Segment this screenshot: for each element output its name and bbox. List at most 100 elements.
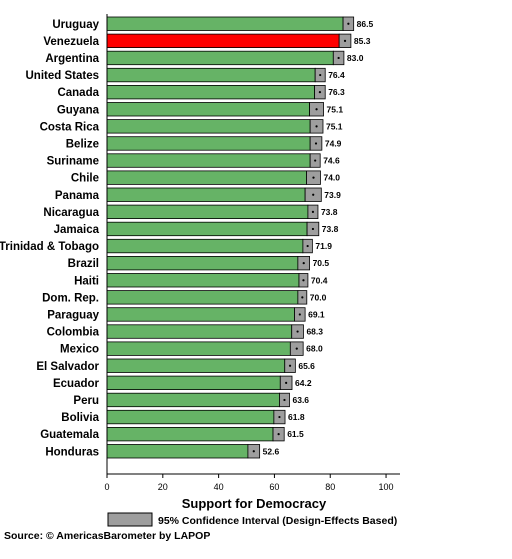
- estimate-point: [295, 347, 298, 350]
- value-label: 63.6: [292, 395, 309, 405]
- estimate-point: [312, 193, 315, 196]
- category-label: Peru: [73, 395, 99, 407]
- category-label: Chile: [71, 173, 99, 185]
- bar-el-salvador: [106, 358, 286, 373]
- estimate-point: [315, 125, 318, 128]
- estimate-point: [319, 73, 322, 77]
- category-label: Guatemala: [40, 429, 99, 441]
- value-label: 85.3: [354, 36, 371, 46]
- category-label: Costa Rica: [40, 121, 100, 133]
- bar-ecuador: [106, 375, 281, 391]
- bar-peru: [106, 392, 280, 408]
- value-label: 73.8: [322, 224, 339, 234]
- estimate-point: [298, 313, 301, 316]
- bar-nicaragua: [106, 204, 309, 220]
- value-label: 74.0: [323, 173, 340, 183]
- value-label: 68.3: [306, 327, 323, 337]
- x-tick-label: 80: [325, 482, 335, 492]
- bar-paraguay: [106, 307, 295, 322]
- category-label: Brazil: [68, 258, 99, 270]
- value-label: 70.5: [313, 258, 330, 268]
- bar-canada: [106, 85, 316, 100]
- x-tick-label: 20: [158, 482, 168, 492]
- estimate-point: [337, 56, 340, 60]
- estimate-point: [252, 450, 255, 453]
- legend: 95% Confidence Interval (Design-Effects …: [107, 512, 397, 527]
- value-label: 74.6: [323, 156, 340, 166]
- category-label: Trinidad & Tobago: [0, 241, 99, 253]
- bar-suriname: [106, 153, 311, 168]
- value-label: 73.9: [324, 190, 341, 200]
- estimate-point: [311, 210, 315, 213]
- category-label: Belize: [66, 138, 99, 150]
- value-label: 61.5: [287, 429, 304, 439]
- bar-guyana: [106, 102, 310, 117]
- bar-mexico: [106, 341, 291, 356]
- category-label: Nicaragua: [43, 207, 99, 219]
- estimate-point: [318, 91, 322, 94]
- legend-ci-swatch: [107, 512, 153, 527]
- value-label: 70.4: [311, 275, 328, 285]
- bar-guatemala: [106, 426, 274, 442]
- estimate-point: [315, 108, 318, 111]
- value-label: 75.1: [326, 121, 343, 131]
- estimate-point: [285, 381, 288, 384]
- bar-haiti: [106, 273, 300, 288]
- value-label: 74.9: [325, 138, 342, 148]
- estimate-point: [302, 262, 305, 265]
- bar-belize: [106, 136, 311, 151]
- x-tick-label: 100: [379, 482, 394, 492]
- value-label: 70.0: [310, 292, 327, 302]
- estimate-point: [347, 22, 350, 25]
- value-label: 73.8: [321, 207, 338, 217]
- category-label: Colombia: [47, 327, 100, 339]
- category-label: Venezuela: [43, 36, 99, 48]
- estimate-point: [296, 330, 299, 333]
- estimate-point: [314, 142, 318, 145]
- bar-jamaica: [106, 221, 308, 237]
- x-axis: 0 20 40 60 80 100: [104, 14, 400, 492]
- bar-argentina: [106, 50, 334, 66]
- estimate-point: [277, 433, 280, 436]
- category-label: Uruguay: [52, 19, 99, 31]
- category-label: United States: [26, 70, 100, 82]
- value-label: 75.1: [327, 104, 344, 114]
- category-label: Suriname: [47, 156, 99, 168]
- x-axis-title: Support for Democracy: [182, 496, 327, 511]
- estimate-point: [312, 176, 315, 179]
- value-label: 68.0: [306, 344, 323, 354]
- bar-costa-rica: [106, 119, 311, 134]
- value-label: 83.0: [347, 53, 364, 63]
- estimate-point: [302, 279, 305, 282]
- value-label: 69.1: [308, 309, 325, 319]
- source-note: Source: © AmericasBarometer by LAPOP: [4, 530, 210, 542]
- value-label: 61.8: [288, 412, 305, 422]
- estimate-point: [343, 39, 347, 42]
- estimate-point: [278, 415, 281, 419]
- category-label: Haiti: [74, 275, 99, 287]
- value-label: 76.4: [328, 70, 345, 80]
- category-label: Guyana: [57, 104, 100, 116]
- category-label: Dom. Rep.: [42, 292, 99, 304]
- value-label: 64.2: [295, 378, 312, 388]
- value-label: 52.6: [263, 446, 280, 456]
- category-label: Canada: [57, 87, 99, 99]
- category-label: Jamaica: [54, 224, 100, 236]
- category-label: El Salvador: [36, 361, 99, 373]
- bar-venezuela: [106, 33, 340, 48]
- category-label: Bolivia: [61, 412, 99, 424]
- x-tick-label: 0: [104, 482, 109, 492]
- estimate-point: [301, 296, 304, 299]
- bar-united-states: [106, 67, 316, 83]
- estimate-point: [283, 398, 286, 402]
- value-label: 76.3: [328, 87, 345, 97]
- category-label: Ecuador: [53, 378, 100, 390]
- category-label: Argentina: [45, 53, 99, 65]
- x-tick-label: 40: [214, 482, 224, 492]
- estimate-point: [288, 364, 292, 367]
- bar-uruguay: [106, 16, 344, 31]
- estimate-point: [306, 244, 309, 248]
- estimate-point: [311, 227, 315, 231]
- category-label: Honduras: [45, 446, 99, 458]
- value-label: 71.9: [315, 241, 332, 251]
